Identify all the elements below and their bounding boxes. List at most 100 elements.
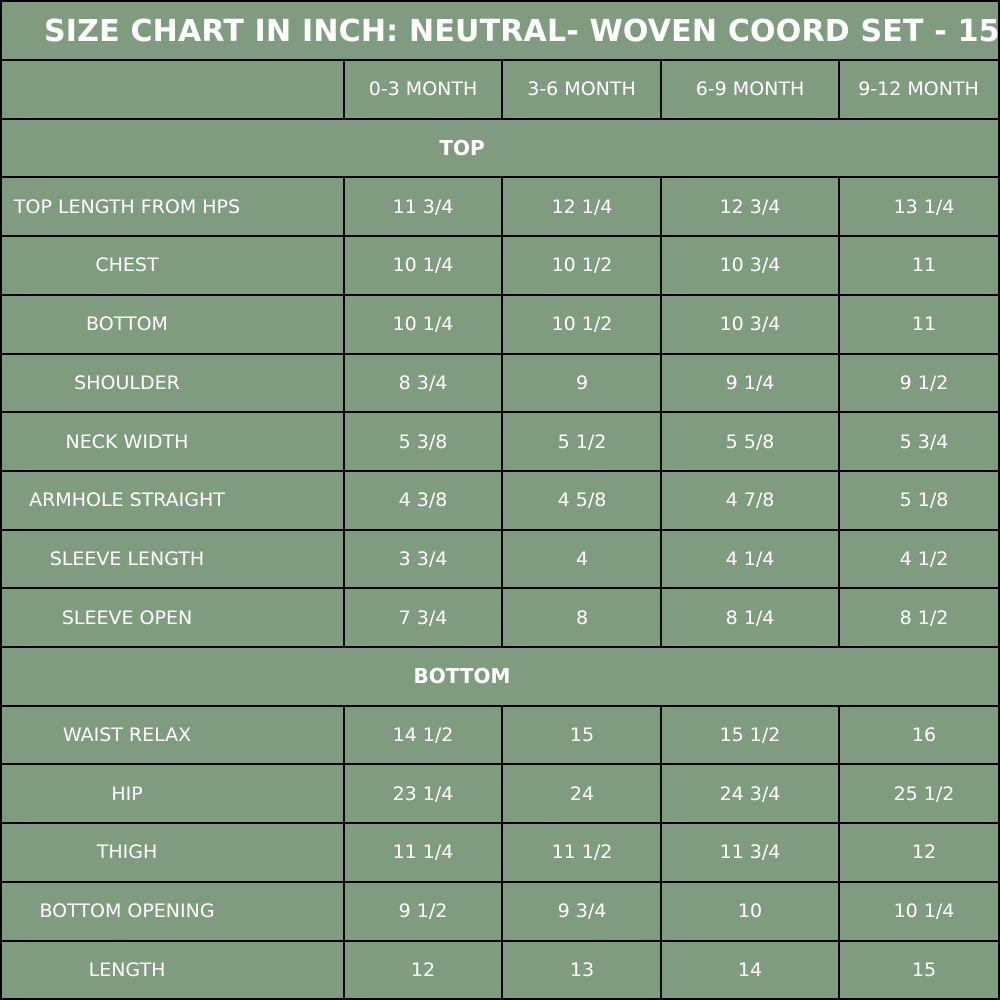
row-label: NECK WIDTH — [65, 430, 189, 453]
column-divider — [501, 60, 503, 119]
value-cell: 15 — [911, 958, 937, 981]
value-cell: 11 3/4 — [719, 841, 781, 864]
column-divider — [343, 60, 345, 119]
row-label: LENGTH — [88, 958, 166, 981]
column-divider — [838, 705, 840, 998]
value-cell: 16 — [911, 724, 937, 747]
chart-title: SIZE CHART IN INCH: NEUTRAL- WOVEN COORD… — [44, 14, 1000, 49]
row-divider — [2, 939, 998, 942]
row-label: TOP LENGTH FROM HPS — [13, 195, 241, 218]
value-cell: 14 1/2 — [392, 724, 454, 747]
column-divider — [838, 177, 840, 647]
value-cell: 24 3/4 — [719, 782, 781, 805]
column-divider — [343, 705, 345, 998]
value-cell: 12 — [410, 958, 436, 981]
row-divider — [2, 704, 998, 707]
row-divider — [2, 59, 998, 61]
value-cell: 11 1/2 — [551, 841, 613, 864]
value-cell: 10 1/2 — [551, 254, 613, 277]
row-label: HIP — [111, 782, 143, 805]
value-cell: 13 — [569, 958, 595, 981]
value-cell: 10 1/4 — [392, 254, 454, 277]
value-cell: 5 5/8 — [725, 430, 775, 453]
row-label: BOTTOM — [86, 313, 168, 336]
value-cell: 5 1/8 — [899, 489, 949, 512]
value-cell: 8 1/2 — [899, 606, 949, 629]
value-cell: 4 5/8 — [557, 489, 607, 512]
column-divider — [501, 177, 503, 647]
value-cell: 9 3/4 — [557, 900, 607, 923]
value-cell: 8 1/4 — [725, 606, 775, 629]
row-divider — [2, 528, 998, 531]
row-label: SLEEVE LENGTH — [49, 547, 205, 570]
row-divider — [2, 822, 998, 825]
column-divider — [660, 60, 662, 119]
row-label: WAIST RELAX — [62, 724, 192, 747]
value-cell: 23 1/4 — [392, 782, 454, 805]
value-cell: 7 3/4 — [398, 606, 448, 629]
row-divider — [2, 469, 998, 472]
value-cell: 11 3/4 — [392, 195, 454, 218]
column-header: 3-6 MONTH — [527, 78, 636, 101]
value-cell: 5 1/2 — [557, 430, 607, 453]
value-cell: 9 — [575, 371, 589, 394]
column-divider — [660, 177, 662, 647]
row-divider — [2, 293, 998, 296]
value-cell: 15 1/2 — [719, 724, 781, 747]
value-cell: 10 1/4 — [392, 313, 454, 336]
row-divider — [2, 411, 998, 414]
value-cell: 5 3/4 — [899, 430, 949, 453]
value-cell: 15 — [569, 724, 595, 747]
value-cell: 13 1/4 — [893, 195, 955, 218]
value-cell: 12 1/4 — [551, 195, 613, 218]
column-header: 6-9 MONTH — [695, 78, 805, 101]
section-header: BOTTOM — [413, 664, 511, 689]
value-cell: 11 1/4 — [392, 841, 454, 864]
value-cell: 14 — [737, 958, 763, 981]
row-label: THIGH — [96, 841, 158, 864]
row-divider — [2, 352, 998, 355]
column-header: 9-12 MONTH — [858, 78, 979, 101]
value-cell: 9 1/2 — [398, 900, 448, 923]
column-divider — [501, 705, 503, 998]
value-cell: 4 1/2 — [899, 547, 949, 570]
value-cell: 12 3/4 — [719, 195, 781, 218]
value-cell: 9 1/2 — [899, 371, 949, 394]
value-cell: 8 — [575, 606, 589, 629]
value-cell: 11 — [911, 254, 937, 277]
row-divider — [2, 176, 998, 179]
value-cell: 10 3/4 — [719, 254, 781, 277]
value-cell: 10 1/4 — [893, 900, 955, 923]
value-cell: 5 3/8 — [398, 430, 448, 453]
row-divider — [2, 587, 998, 590]
value-cell: 9 1/4 — [725, 371, 775, 394]
value-cell: 4 — [575, 547, 589, 570]
value-cell: 4 1/4 — [725, 547, 775, 570]
column-divider — [838, 60, 840, 119]
column-header: 0-3 MONTH — [368, 78, 478, 101]
value-cell: 10 3/4 — [719, 313, 781, 336]
row-divider — [2, 646, 998, 648]
section-header: TOP — [439, 136, 485, 161]
value-cell: 12 — [911, 841, 937, 864]
row-label: ARMHOLE STRAIGHT — [29, 489, 225, 512]
value-cell: 3 3/4 — [398, 547, 448, 570]
row-divider — [2, 117, 998, 120]
value-cell: 4 3/8 — [398, 489, 448, 512]
value-cell: 24 — [569, 782, 595, 805]
row-label: CHEST — [95, 254, 159, 277]
value-cell: 25 1/2 — [893, 782, 955, 805]
row-label: BOTTOM OPENING — [39, 900, 215, 923]
row-divider — [2, 235, 998, 238]
row-label: SHOULDER — [74, 371, 180, 394]
value-cell: 4 7/8 — [725, 489, 775, 512]
value-cell: 8 3/4 — [398, 371, 448, 394]
value-cell: 10 1/2 — [551, 313, 613, 336]
value-cell: 11 — [911, 313, 937, 336]
column-divider — [343, 177, 345, 647]
row-divider — [2, 763, 998, 766]
value-cell: 10 — [737, 900, 763, 923]
column-divider — [660, 705, 662, 998]
row-divider — [2, 880, 998, 883]
